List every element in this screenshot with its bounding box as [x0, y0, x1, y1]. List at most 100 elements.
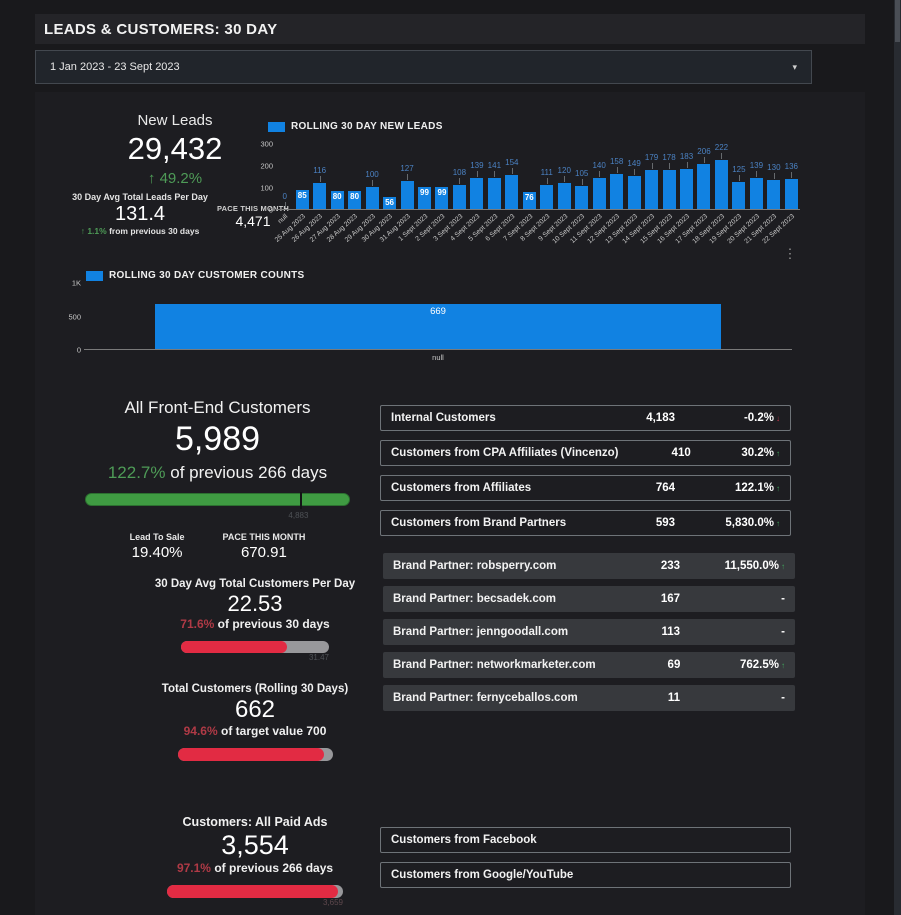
bar-25 Aug 2023[interactable]: 85 [293, 144, 310, 209]
bar-30 Aug 2023[interactable]: 56 [381, 144, 398, 209]
bar[interactable] [627, 176, 641, 209]
paid-ads-value: 3,554 [221, 830, 289, 860]
bar-29 Aug 2023[interactable]: 100 [363, 144, 380, 209]
stat-row[interactable]: Brand Partner: networkmarketer.com 69 762.… [383, 652, 795, 678]
bar[interactable] [784, 179, 798, 209]
report-title-bar: LEADS & CUSTOMERS: 30 DAY [35, 14, 865, 44]
bar-9 Sept 2023[interactable]: 120 [556, 144, 573, 209]
stat-row[interactable]: Customers from CPA Affiliates (Vincenzo)… [380, 440, 791, 466]
bar-14 Sept 2023[interactable]: 179 [643, 144, 660, 209]
stat-row[interactable]: Brand Partner: robsperry.com 233 11,550.0%… [383, 553, 795, 579]
scrollbar[interactable] [894, 0, 901, 915]
bar[interactable] [313, 183, 327, 209]
bar[interactable] [697, 163, 711, 209]
leader-line [407, 174, 409, 181]
bar[interactable] [470, 178, 484, 209]
up-arrow-icon [81, 226, 85, 236]
bar[interactable] [557, 182, 571, 209]
bar[interactable] [662, 169, 676, 209]
new-leads-chart-legend[interactable]: ROLLING 30 DAY NEW LEADS [268, 121, 800, 132]
bar-31 Aug 2023[interactable]: 127 [398, 144, 415, 209]
bar-value-label: 136 [784, 162, 798, 172]
bar-27 Aug 2023[interactable]: 80 [328, 144, 345, 209]
bar[interactable] [365, 187, 379, 209]
more-options-icon[interactable]: ⋮ [783, 246, 797, 261]
customer-counts-legend[interactable]: ROLLING 30 DAY CUSTOMER COUNTS [86, 270, 792, 281]
bar-26 Aug 2023[interactable]: 116 [311, 144, 328, 209]
leader-line [372, 180, 374, 186]
bar[interactable] [767, 180, 781, 209]
bar-11 Sept 2023[interactable]: 140 [590, 144, 607, 209]
bar[interactable] [400, 181, 414, 209]
bar-value-label: 130 [767, 163, 781, 173]
bar[interactable] [435, 187, 449, 209]
bar[interactable] [610, 174, 624, 209]
bar-15 Sept 2023[interactable]: 178 [660, 144, 677, 209]
stat-row[interactable]: Internal Customers 4,183 -0.2% ↓ [380, 405, 791, 431]
stat-row[interactable]: Brand Partner: fernyceballos.com 11 - [383, 685, 795, 711]
customer-counts-chart: ROLLING 30 DAY CUSTOMER COUNTS 1K 500 0 66… [62, 270, 792, 362]
bar-value-label: 99 [420, 188, 429, 198]
bar[interactable] [645, 169, 659, 209]
bar-3 Sept 2023[interactable]: 108 [451, 144, 468, 209]
avg-cust-title: 30 Day Avg Total Customers Per Day [154, 578, 356, 590]
date-range-dropdown[interactable]: 1 Jan 2023 - 23 Sept 2023 ▾ [35, 50, 812, 84]
stat-row[interactable]: Customers from Facebook [380, 827, 791, 853]
leader-line [319, 176, 321, 183]
avg-leads-change: 1.1% from previous 30 days [60, 226, 220, 236]
bar-22 Sept 2023[interactable]: 136 [783, 144, 800, 209]
bar-12 Sept 2023[interactable]: 158 [608, 144, 625, 209]
bar-value-label: 56 [385, 197, 394, 207]
customer-counts-xlabel: null [432, 353, 444, 362]
stat-row[interactable]: Brand Partner: becsadek.com 167 - [383, 586, 795, 612]
bar[interactable] [522, 192, 536, 209]
bar-28 Aug 2023[interactable]: 80 [346, 144, 363, 209]
bar-16 Sept 2023[interactable]: 183 [678, 144, 695, 209]
bar-17 Sept 2023[interactable]: 206 [695, 144, 712, 209]
scrollbar-thumb[interactable] [895, 0, 900, 42]
bar[interactable] [505, 175, 519, 209]
stat-row[interactable]: Customers from Affiliates 764 122.1% ↑ [380, 475, 791, 501]
bar[interactable] [452, 185, 466, 209]
bar-1 Sept 2023[interactable]: 99 [416, 144, 433, 209]
bar-21 Sept 2023[interactable]: 130 [765, 144, 782, 209]
bar[interactable] [575, 185, 589, 209]
bar[interactable] [732, 181, 746, 209]
bar[interactable] [487, 177, 501, 209]
bar-7 Sept 2023[interactable]: 76 [521, 144, 538, 209]
bar[interactable] [417, 187, 431, 209]
bar-13 Sept 2023[interactable]: 149 [625, 144, 642, 209]
bar-10 Sept 2023[interactable]: 105 [573, 144, 590, 209]
bar[interactable] [330, 191, 344, 209]
bar[interactable] [348, 191, 362, 209]
bar-20 Sept 2023[interactable]: 139 [748, 144, 765, 209]
bar[interactable] [295, 190, 309, 209]
bar-18 Sept 2023[interactable]: 222 [713, 143, 730, 209]
bar-value-label: 120 [557, 165, 571, 175]
bar-6 Sept 2023[interactable]: 154 [503, 144, 520, 209]
customer-counts-bar[interactable]: 669 [154, 304, 722, 349]
bar-value-label: 85 [297, 191, 307, 201]
bar[interactable] [592, 178, 606, 209]
bar-null[interactable]: 0 [276, 144, 293, 209]
bar-19 Sept 2023[interactable]: 125 [730, 144, 747, 209]
stat-row[interactable]: Customers from Google/YouTube [380, 862, 791, 888]
bar[interactable] [714, 160, 728, 209]
bar[interactable] [749, 178, 763, 209]
avg-cust-value: 22.53 [227, 591, 283, 616]
bar[interactable] [680, 168, 694, 209]
bar[interactable] [540, 184, 554, 209]
leader-line [651, 162, 653, 169]
front-end-customers-kpi: All Front-End Customers 5,989 122.7% of … [60, 398, 375, 561]
bar-8 Sept 2023[interactable]: 111 [538, 144, 555, 209]
bar-5 Sept 2023[interactable]: 141 [486, 144, 503, 209]
stat-row[interactable]: Customers from Brand Partners 593 5,830.0%… [380, 510, 791, 536]
fec-previous-value: 4,883 [288, 511, 309, 520]
bar-value-label: 179 [644, 152, 659, 162]
bar-value-label: 222 [714, 143, 729, 153]
y-tick-label: 100 [260, 183, 273, 193]
bar-4 Sept 2023[interactable]: 139 [468, 144, 485, 209]
bar[interactable] [383, 196, 397, 209]
stat-row[interactable]: Brand Partner: jenngoodall.com 113 - [383, 619, 795, 645]
bar-2 Sept 2023[interactable]: 99 [433, 144, 450, 209]
